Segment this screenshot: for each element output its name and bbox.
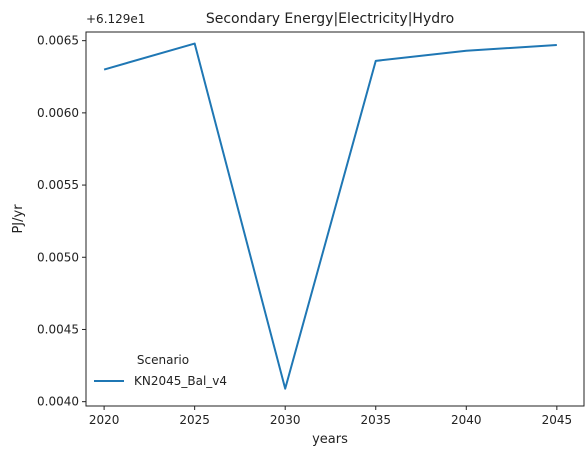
y-tick-label: 0.0055 bbox=[37, 178, 79, 192]
y-tick-label: 0.0065 bbox=[37, 34, 79, 48]
y-tick-label: 0.0050 bbox=[37, 250, 79, 264]
y-tick-label: 0.0045 bbox=[37, 322, 79, 336]
legend-entry-label: KN2045_Bal_v4 bbox=[134, 374, 227, 388]
y-tick-label: 0.0040 bbox=[37, 395, 79, 409]
x-tick-label: 2040 bbox=[451, 413, 482, 427]
series-line bbox=[103, 42, 557, 390]
x-axis: 2020 2025 2030 2035 2040 2045 bbox=[89, 406, 572, 427]
x-tick-label: 2025 bbox=[179, 413, 210, 427]
x-tick-label: 2020 bbox=[89, 413, 120, 427]
x-tick-label: 2045 bbox=[542, 413, 573, 427]
x-tick-label: 2030 bbox=[270, 413, 301, 427]
plot-area bbox=[85, 31, 585, 407]
y-axis-label: PJ/yr bbox=[11, 204, 26, 234]
chart-title: Secondary Energy|Electricity|Hydro bbox=[206, 11, 454, 27]
y-axis: 0.0040 0.0045 0.0050 0.0055 0.0060 0.0065 bbox=[37, 34, 86, 409]
x-axis-label: years bbox=[312, 432, 348, 447]
legend-title: Scenario bbox=[137, 353, 189, 367]
y-offset-label: +6.129e1 bbox=[86, 12, 145, 26]
legend: Scenario KN2045_Bal_v4 bbox=[94, 353, 227, 388]
y-tick-label: 0.0060 bbox=[37, 106, 79, 120]
x-tick-label: 2035 bbox=[360, 413, 391, 427]
series-layer bbox=[103, 42, 557, 390]
